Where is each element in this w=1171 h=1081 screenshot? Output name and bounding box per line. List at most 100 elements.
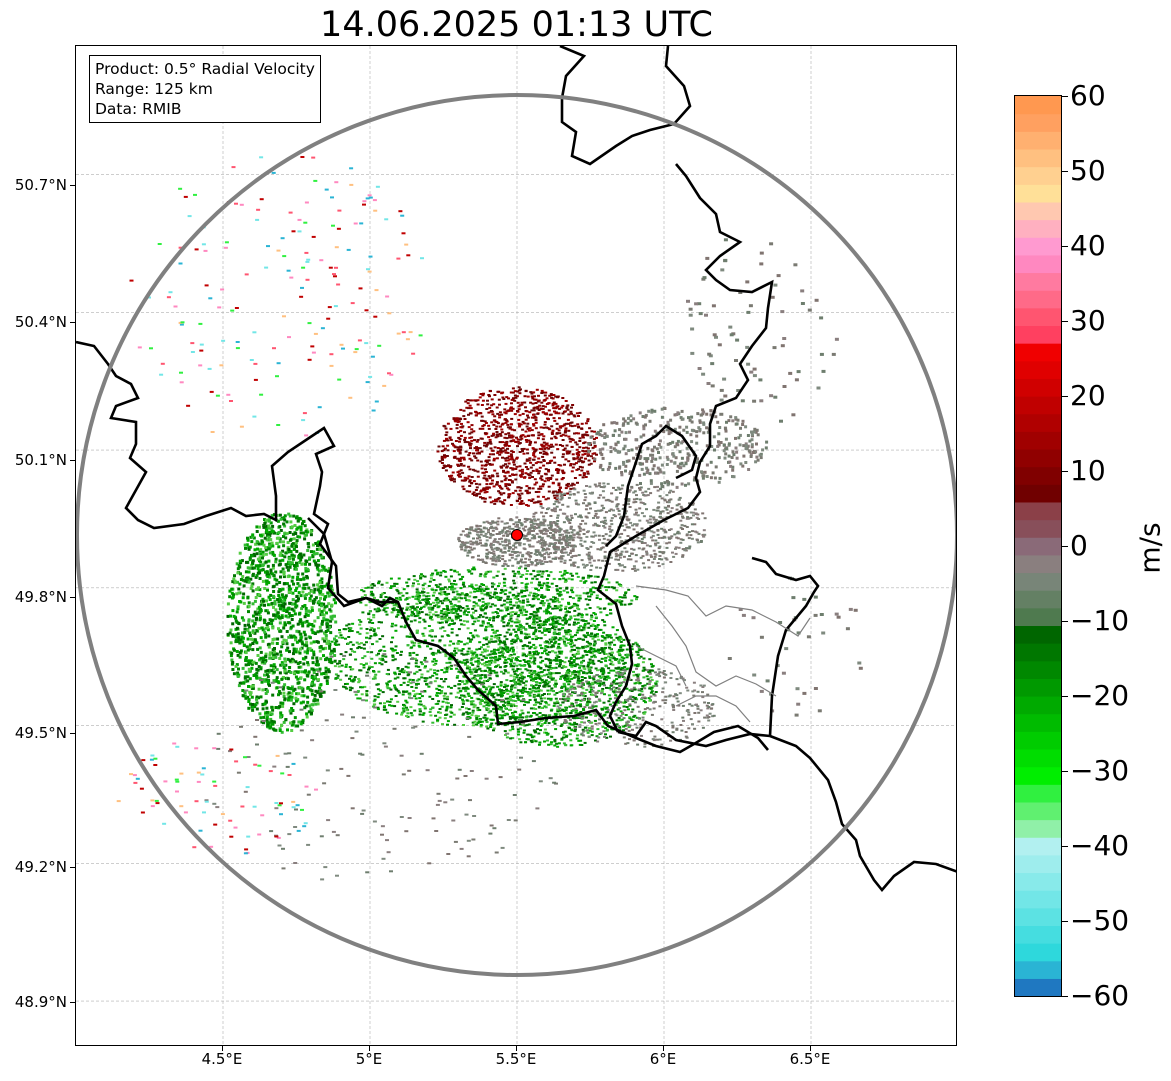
velocity-echo [272,574,276,577]
velocity-echo [508,426,512,429]
velocity-echo [585,688,589,691]
velocity-echo [491,449,495,452]
velocity-echo [250,695,254,699]
velocity-echo [391,659,395,662]
velocity-echo [272,667,275,671]
velocity-echo [433,669,436,672]
velocity-echo [564,621,568,624]
velocity-echo [445,621,448,624]
velocity-echo [586,470,590,473]
velocity-echo [593,635,597,638]
velocity-echo [505,420,509,423]
velocity-echo [578,694,582,697]
velocity-echo [589,683,593,686]
velocity-echo [504,659,508,661]
velocity-echo [528,491,531,494]
velocity-echo [317,569,321,573]
velocity-echo [284,663,288,667]
velocity-echo [541,714,545,717]
velocity-echo [282,573,286,576]
velocity-echo [503,656,507,659]
velocity-echo [516,637,520,640]
velocity-echo [539,666,543,669]
velocity-echo [277,600,281,604]
velocity-echo [430,635,434,638]
velocity-echo [313,619,317,623]
velocity-echo [505,410,509,413]
velocity-echo [496,435,500,438]
velocity-echo [533,659,537,662]
velocity-echo [549,709,553,712]
velocity-echo [553,631,557,634]
velocity-echo [323,605,327,609]
velocity-echo [484,422,488,424]
velocity-echo [246,675,250,679]
velocity-echo [466,650,470,653]
velocity-echo [294,670,298,674]
velocity-echo [518,676,522,679]
velocity-echo [621,701,625,704]
velocity-echo [496,685,500,688]
velocity-echo [399,625,403,628]
velocity-echo [465,686,468,689]
velocity-echo [506,451,510,454]
velocity-echo [533,626,537,629]
velocity-echo [586,447,590,450]
velocity-echo [538,630,542,633]
velocity-echo [636,681,640,684]
velocity-echo [268,656,272,660]
velocity-echo [550,618,554,621]
velocity-echo [363,655,367,658]
velocity-echo [259,636,263,640]
velocity-echo [287,696,291,700]
velocity-echo [411,679,415,681]
velocity-echo [453,654,456,657]
velocity-echo [459,464,463,467]
velocity-echo [527,723,531,726]
velocity-echo [449,640,453,643]
velocity-echo [272,594,275,598]
velocity-echo [448,644,452,647]
velocity-echo [344,663,348,666]
velocity-echo [538,743,541,746]
velocity-echo [605,736,609,739]
velocity-echo [576,629,580,632]
velocity-echo [534,684,538,687]
velocity-echo [551,402,555,405]
velocity-echo [485,487,489,490]
velocity-echo [536,677,540,679]
velocity-echo [650,679,654,681]
radar-map[interactable] [75,45,957,1046]
velocity-echo [291,557,295,561]
velocity-echo [570,636,574,638]
velocity-echo [328,608,332,612]
velocity-echo [451,598,455,601]
velocity-echo [372,700,376,703]
velocity-echo [264,552,268,556]
velocity-echo [463,683,467,685]
velocity-echo [289,721,293,725]
velocity-echo [529,591,533,594]
velocity-echo [405,709,409,712]
velocity-echo [312,650,316,654]
velocity-echo [488,453,492,456]
velocity-echo [563,494,566,496]
velocity-echo [530,605,534,608]
velocity-echo [449,692,453,695]
velocity-echo [617,660,621,663]
velocity-echo [552,417,556,420]
velocity-echo [526,711,530,714]
velocity-echo [252,624,255,628]
velocity-echo [259,548,263,552]
velocity-echo [574,639,578,642]
velocity-echo [571,705,575,708]
velocity-echo [256,654,260,657]
velocity-echo [515,635,519,638]
velocity-echo [278,729,282,732]
velocity-echo [510,450,514,453]
velocity-echo [322,690,326,694]
velocity-echo [295,539,299,543]
velocity-echo [530,409,534,412]
velocity-echo [372,703,376,706]
velocity-echo [600,648,604,651]
